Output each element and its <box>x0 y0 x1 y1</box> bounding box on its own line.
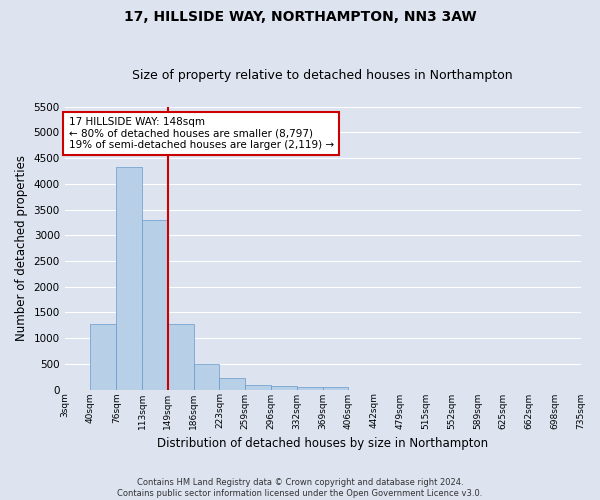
Bar <box>271 386 297 390</box>
Bar <box>91 324 116 390</box>
Bar <box>245 385 271 390</box>
Bar <box>323 386 349 390</box>
Text: 17, HILLSIDE WAY, NORTHAMPTON, NN3 3AW: 17, HILLSIDE WAY, NORTHAMPTON, NN3 3AW <box>124 10 476 24</box>
Bar <box>194 364 220 390</box>
X-axis label: Distribution of detached houses by size in Northampton: Distribution of detached houses by size … <box>157 437 488 450</box>
Bar <box>168 324 194 390</box>
Text: 17 HILLSIDE WAY: 148sqm
← 80% of detached houses are smaller (8,797)
19% of semi: 17 HILLSIDE WAY: 148sqm ← 80% of detache… <box>68 117 334 150</box>
Bar <box>220 378 245 390</box>
Bar <box>142 220 168 390</box>
Title: Size of property relative to detached houses in Northampton: Size of property relative to detached ho… <box>132 69 513 82</box>
Bar <box>297 386 323 390</box>
Bar <box>116 167 142 390</box>
Text: Contains HM Land Registry data © Crown copyright and database right 2024.
Contai: Contains HM Land Registry data © Crown c… <box>118 478 482 498</box>
Y-axis label: Number of detached properties: Number of detached properties <box>15 155 28 341</box>
